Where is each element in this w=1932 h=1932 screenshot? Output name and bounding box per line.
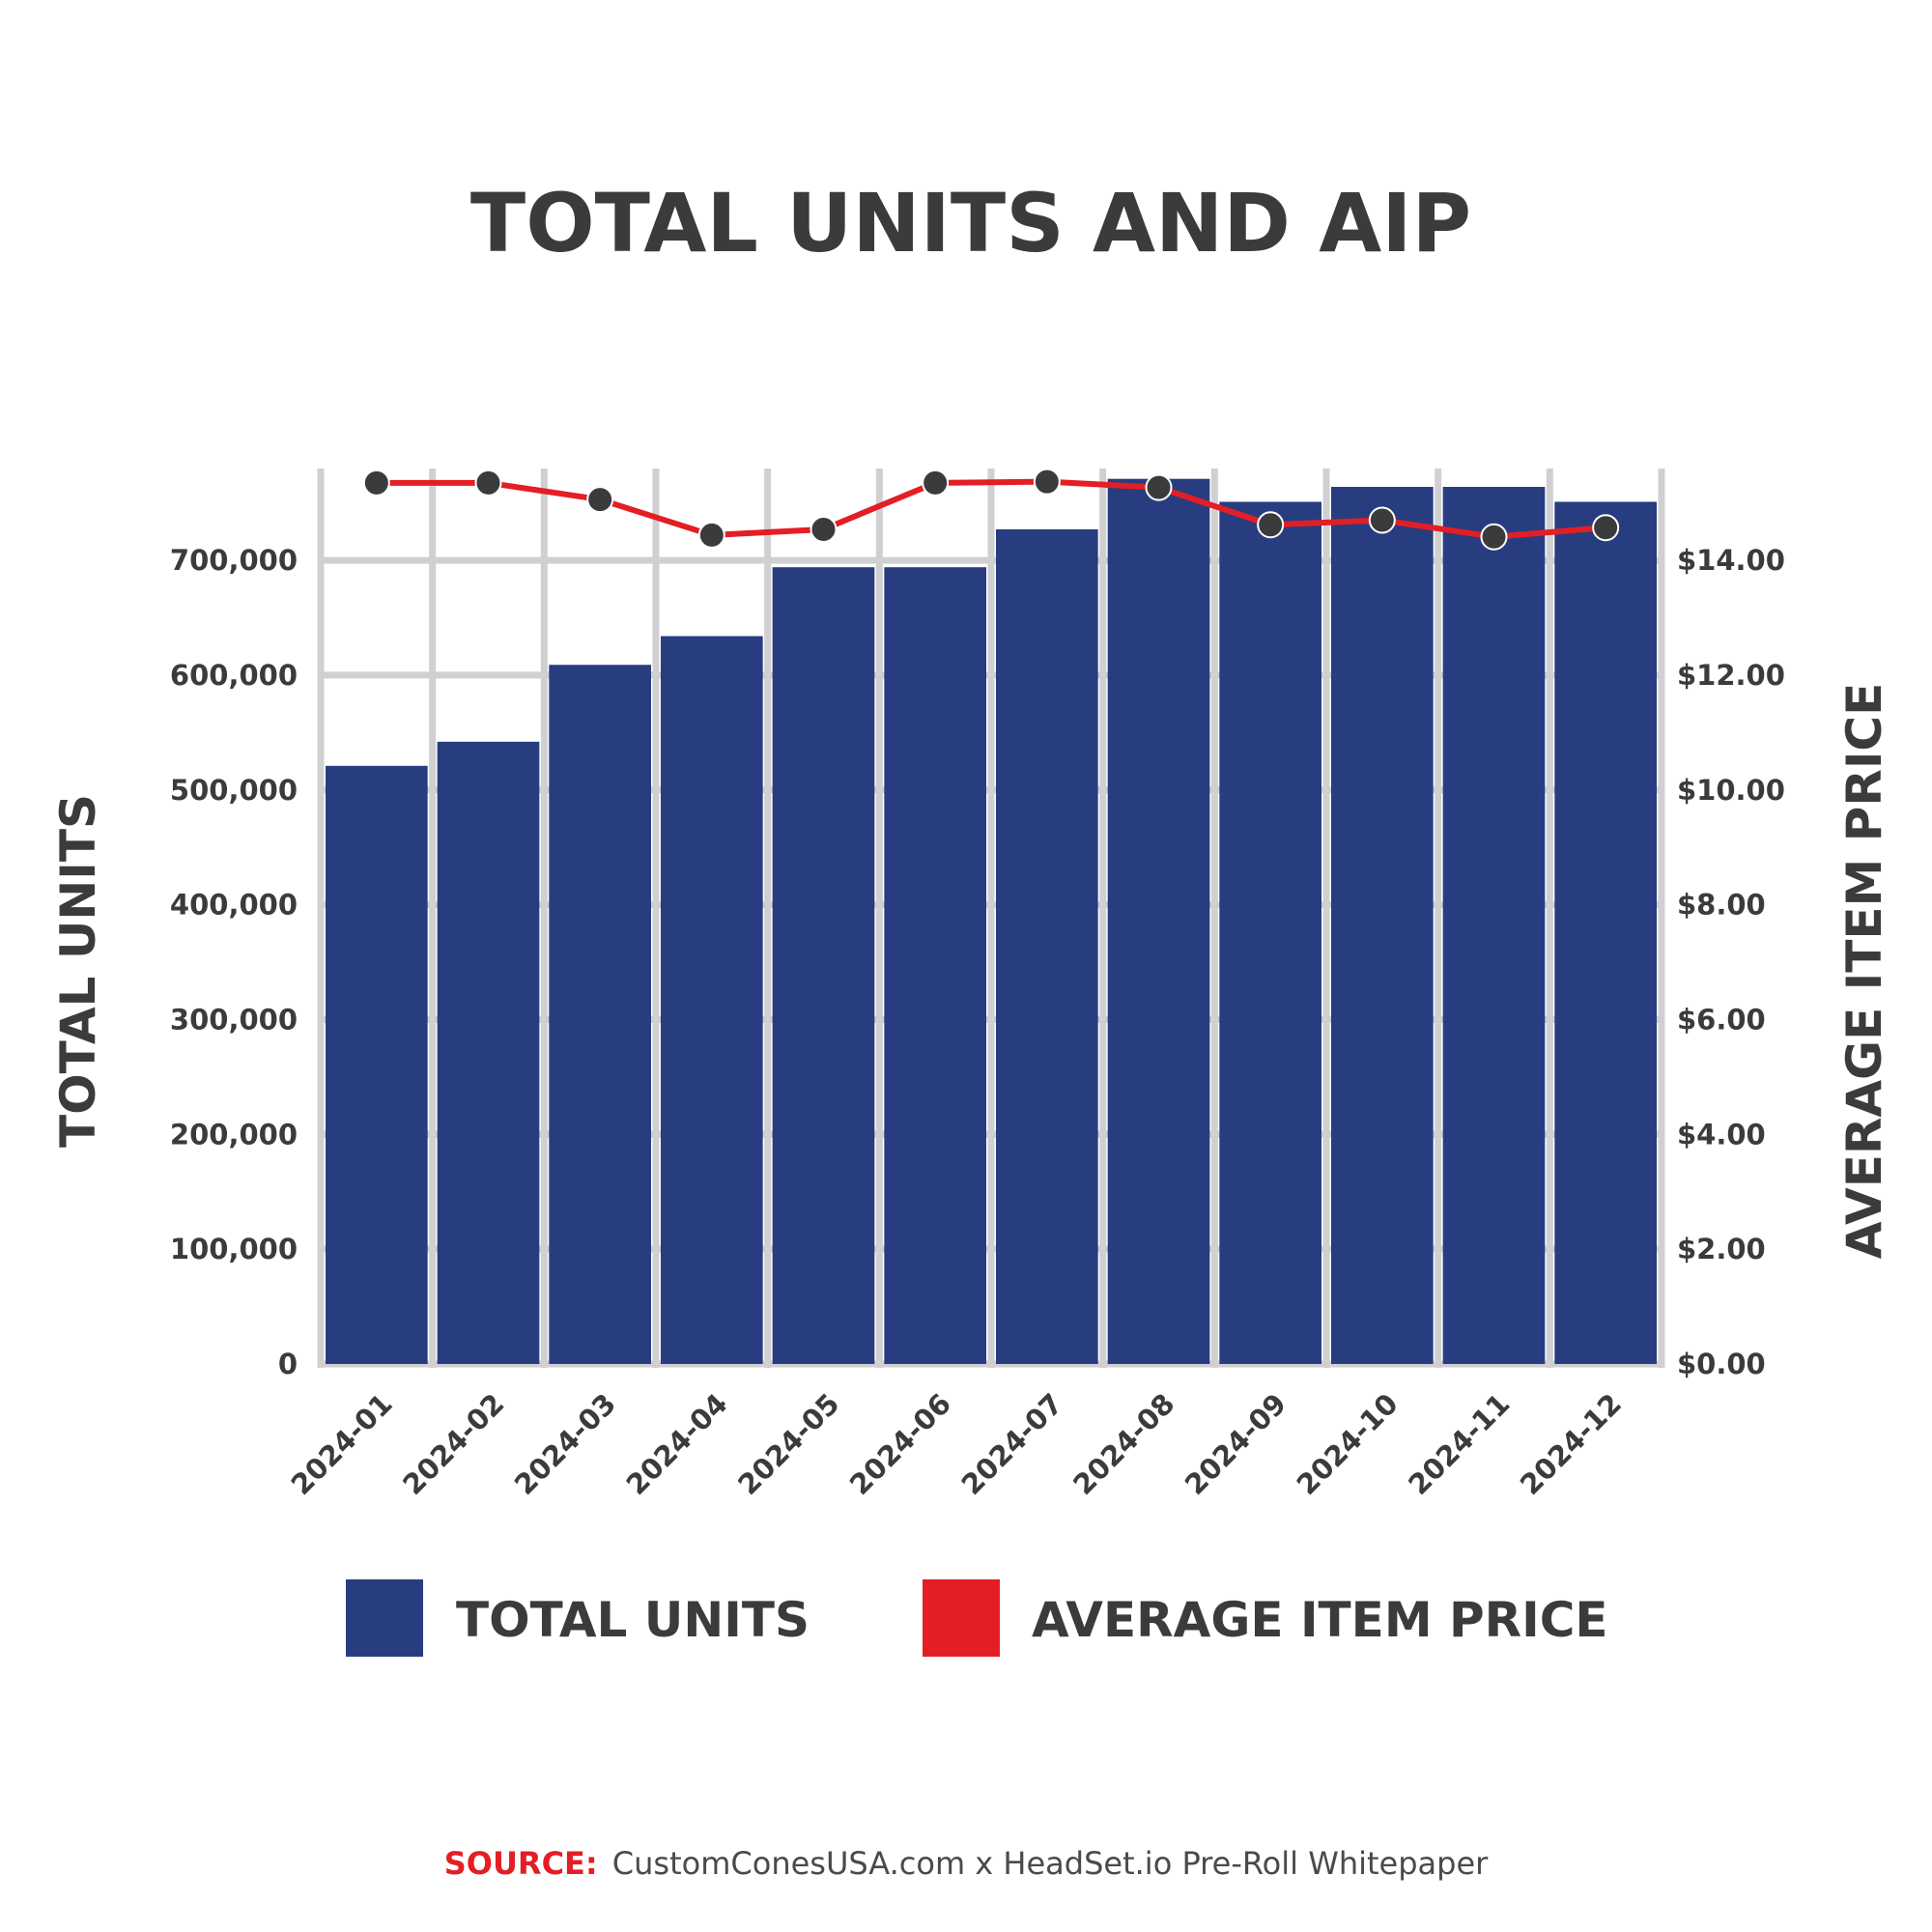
grid bbox=[317, 469, 1665, 1368]
bar-total-units bbox=[996, 528, 1098, 1364]
x-axis-ticks: 2024-012024-022024-032024-042024-052024-… bbox=[285, 1387, 1628, 1501]
source-label: SOURCE: bbox=[444, 1845, 598, 1882]
y-tick-label: 700,000 bbox=[170, 544, 298, 577]
bar-total-units bbox=[437, 741, 540, 1364]
bar-total-units bbox=[1554, 501, 1657, 1364]
y-tick-label: 300,000 bbox=[170, 1003, 298, 1036]
bar-total-units bbox=[1331, 487, 1434, 1364]
x-tick-label: 2024-01 bbox=[285, 1387, 399, 1501]
y2-tick-label: $8.00 bbox=[1677, 889, 1766, 922]
x-tick-label: 2024-04 bbox=[620, 1387, 734, 1501]
price-line bbox=[376, 478, 1606, 540]
point-average-item-price bbox=[697, 521, 725, 549]
legend-swatch-total-units bbox=[346, 1579, 423, 1657]
point-average-item-price bbox=[1033, 468, 1061, 496]
y2-tick-label: $14.00 bbox=[1677, 544, 1785, 577]
bar-total-units bbox=[1107, 478, 1210, 1364]
source-line: SOURCE: CustomConesUSA.com x HeadSet.io … bbox=[444, 1845, 1489, 1882]
bar-total-units bbox=[661, 636, 763, 1364]
y2-tick-label: $2.00 bbox=[1677, 1233, 1766, 1265]
point-average-item-price bbox=[810, 515, 838, 543]
x-tick-label: 2024-09 bbox=[1179, 1387, 1293, 1501]
y-tick-label: 200,000 bbox=[170, 1118, 298, 1151]
point-average-item-price bbox=[1257, 511, 1285, 539]
y2-tick-label: $4.00 bbox=[1677, 1118, 1766, 1151]
y-tick-label: 0 bbox=[278, 1348, 298, 1380]
x-tick-label: 2024-06 bbox=[843, 1387, 957, 1501]
line-average-item-price bbox=[376, 478, 1606, 540]
price-points bbox=[362, 468, 1620, 551]
left-axis-ticks: 0 100,000 200,000 300,000 400,000 500,000 600,… bbox=[170, 544, 298, 1380]
x-tick-label: 2024-02 bbox=[396, 1387, 510, 1501]
point-average-item-price bbox=[362, 469, 390, 497]
right-axis-title: AVERAGE ITEM PRICE bbox=[1836, 683, 1892, 1260]
x-tick-label: 2024-05 bbox=[731, 1387, 845, 1501]
point-average-item-price bbox=[1480, 523, 1508, 551]
x-tick-label: 2024-10 bbox=[1291, 1387, 1405, 1501]
point-average-item-price bbox=[1592, 514, 1620, 542]
point-average-item-price bbox=[474, 469, 502, 497]
point-average-item-price bbox=[922, 469, 950, 497]
y-tick-label: 400,000 bbox=[170, 889, 298, 922]
x-tick-label: 2024-07 bbox=[955, 1387, 1069, 1501]
y-tick-label: 600,000 bbox=[170, 659, 298, 692]
legend-label-average-item-price: AVERAGE ITEM PRICE bbox=[1032, 1592, 1608, 1648]
right-axis-ticks: $0.00 $2.00 $4.00 $6.00 $8.00 $10.00 $12.00 $14… bbox=[1677, 544, 1785, 1380]
point-average-item-price bbox=[1145, 473, 1173, 501]
point-average-item-price bbox=[586, 486, 614, 514]
bar-total-units bbox=[549, 665, 651, 1364]
y2-tick-label: $12.00 bbox=[1677, 659, 1785, 692]
left-axis-title: TOTAL UNITS bbox=[50, 794, 106, 1148]
bar-total-units bbox=[772, 567, 875, 1364]
x-tick-label: 2024-08 bbox=[1066, 1387, 1180, 1501]
bar-total-units bbox=[884, 567, 986, 1364]
legend-label-total-units: TOTAL UNITS bbox=[456, 1592, 810, 1648]
point-average-item-price bbox=[1368, 506, 1396, 534]
x-tick-label: 2024-11 bbox=[1402, 1387, 1516, 1501]
x-tick-label: 2024-12 bbox=[1514, 1387, 1628, 1501]
source-text: CustomConesUSA.com x HeadSet.io Pre-Roll… bbox=[612, 1845, 1489, 1882]
bar-total-units bbox=[326, 765, 428, 1364]
y2-tick-label: $6.00 bbox=[1677, 1003, 1766, 1036]
bar-total-units bbox=[1219, 501, 1321, 1364]
bar-total-units bbox=[1442, 487, 1546, 1364]
legend: TOTAL UNITS AVERAGE ITEM PRICE bbox=[346, 1579, 1608, 1657]
bars bbox=[326, 478, 1657, 1364]
x-tick-label: 2024-03 bbox=[508, 1387, 622, 1501]
y2-tick-label: $10.00 bbox=[1677, 774, 1785, 807]
y-tick-label: 500,000 bbox=[170, 774, 298, 807]
legend-swatch-average-item-price bbox=[923, 1579, 1000, 1657]
chart-title: TOTAL UNITS AND AIP bbox=[470, 176, 1471, 270]
y-tick-label: 100,000 bbox=[170, 1233, 298, 1265]
y2-tick-label: $0.00 bbox=[1677, 1348, 1766, 1380]
